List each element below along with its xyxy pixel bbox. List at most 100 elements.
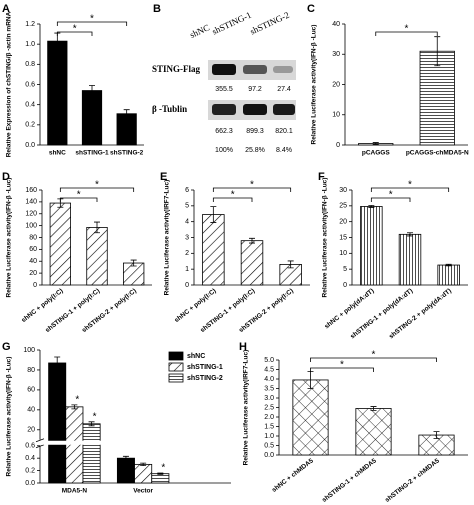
- y-tick-label: 2: [185, 250, 189, 257]
- y-tick-label: 40: [332, 21, 340, 28]
- y-tick-label: 5: [343, 266, 347, 273]
- y-tick-label: 140: [25, 199, 37, 206]
- error-bar: [94, 221, 100, 234]
- y-tick-label: 40: [27, 407, 35, 414]
- significance-label: *: [161, 463, 165, 474]
- y-axis-label: Relative Luciferase activity(IFN-β -Luc): [311, 25, 318, 145]
- y-tick-label: 0: [343, 282, 347, 289]
- x-tick-label: Vector: [133, 488, 153, 495]
- y-axis-label: Relative Luciferase activity(IRF7-Luc): [164, 180, 171, 296]
- x-tick-label: pCAGGS: [362, 150, 390, 157]
- significance-bracket: [310, 357, 437, 362]
- western-blot: B shNC shSTING-1 shSTING-2 STING-Flag β …: [152, 3, 296, 154]
- y-tick-label: 15: [339, 234, 347, 241]
- lane-label: shSTING-2: [248, 10, 290, 37]
- y-tick-label: 60: [27, 387, 35, 394]
- significance-bracket: [370, 187, 450, 192]
- y-tick-label: 0.6: [25, 443, 35, 450]
- bar: [151, 473, 170, 484]
- significance-label: *: [231, 190, 235, 201]
- y-tick-label: 100: [23, 347, 35, 354]
- panel-letter: G: [2, 341, 11, 353]
- legend-label: shSTING-1: [187, 364, 223, 371]
- y-axis-label: Relative Expression of chSTING/β -actin …: [6, 11, 13, 157]
- significance-bracket: [212, 197, 253, 202]
- x-tick-label: shSTING-2 + poly(dA:dT): [388, 287, 453, 340]
- panel-letter: H: [239, 341, 247, 353]
- error-bar: [370, 406, 377, 411]
- y-tick-label: 0.2: [25, 467, 35, 474]
- row-label: STING-Flag: [152, 64, 201, 74]
- error-bar: [88, 421, 95, 427]
- y-tick-label: 0.0: [25, 142, 35, 149]
- bar: [240, 240, 264, 286]
- error-bar: [71, 404, 78, 410]
- y-tick-label: 0: [33, 282, 37, 289]
- significance-label: *: [250, 180, 254, 191]
- y-tick-label: 0.4: [25, 102, 35, 109]
- panel-letter: E: [160, 171, 167, 183]
- bar: [134, 463, 153, 484]
- x-tick-label: shSTING-1 + chMDA5: [321, 457, 378, 504]
- error-bar: [122, 455, 129, 461]
- y-tick-label: 0.4: [25, 455, 35, 462]
- axis-break: [35, 438, 45, 449]
- y-tick-label: 5.0: [264, 357, 274, 364]
- y-tick-label: 20: [332, 81, 340, 88]
- y-tick-label: 120: [25, 211, 37, 218]
- bar: [292, 379, 329, 456]
- significance-label: *: [372, 350, 376, 361]
- y-tick-label: 80: [27, 367, 35, 374]
- x-tick-label: shSTING-2 + chMDA5: [384, 457, 441, 504]
- significance-bracket: [212, 187, 292, 192]
- error-bar: [140, 462, 147, 467]
- band-value: 899.3: [246, 128, 264, 135]
- error-bar: [157, 472, 164, 475]
- ratio: 25.8%: [245, 147, 265, 154]
- y-tick-label: 80: [29, 234, 37, 241]
- y-tick-label: 10: [339, 250, 347, 257]
- bar: [437, 264, 460, 286]
- legend-swatch: [168, 362, 184, 372]
- ratio: 8.4%: [276, 147, 292, 154]
- y-tick-label: 0.0: [264, 452, 274, 459]
- significance-label: *: [340, 360, 344, 371]
- blot-band: [273, 66, 293, 73]
- significance-label: *: [95, 180, 99, 191]
- y-tick-label: 0.5: [264, 442, 274, 449]
- y-tick-label: 6: [185, 187, 189, 194]
- error-bar: [210, 206, 217, 223]
- y-tick-label: 2.5: [264, 404, 274, 411]
- significance-bracket: [375, 31, 438, 36]
- bar: [116, 457, 135, 484]
- y-tick-label: 4.0: [264, 376, 274, 383]
- y-tick-label: 10: [332, 112, 340, 119]
- significance-label: *: [73, 24, 77, 35]
- x-tick-label: MDA5-N: [62, 488, 88, 495]
- significance-label: *: [77, 190, 81, 201]
- y-tick-label: 3.0: [264, 395, 274, 402]
- y-tick-label: 1.0: [264, 433, 274, 440]
- bar: [47, 40, 68, 146]
- error-bar: [287, 260, 294, 269]
- y-axis-label: Relative Luciferase activity(IFN-β -Luc): [6, 357, 13, 477]
- error-bar: [368, 205, 375, 208]
- bar: [86, 227, 108, 286]
- significance-label: *: [389, 190, 393, 201]
- error-bar: [445, 263, 452, 267]
- y-axis-label: Relative Luciferase activity(IRF7-Luc): [243, 350, 250, 466]
- error-bar: [54, 356, 61, 370]
- bar: [360, 206, 383, 286]
- significance-bracket: [56, 21, 128, 26]
- legend-label: shSTING-2: [187, 375, 223, 382]
- y-tick-label: 0.2: [25, 122, 35, 129]
- y-tick-label: 0.6: [25, 81, 35, 88]
- y-tick-label: 0: [336, 142, 340, 149]
- error-bar: [433, 431, 440, 439]
- y-tick-label: 2.0: [264, 414, 274, 421]
- bar: [202, 214, 225, 286]
- significance-bracket: [310, 367, 374, 372]
- bar: [81, 90, 103, 146]
- error-bar: [130, 259, 137, 267]
- x-tick-label: shSTING-2: [110, 150, 144, 157]
